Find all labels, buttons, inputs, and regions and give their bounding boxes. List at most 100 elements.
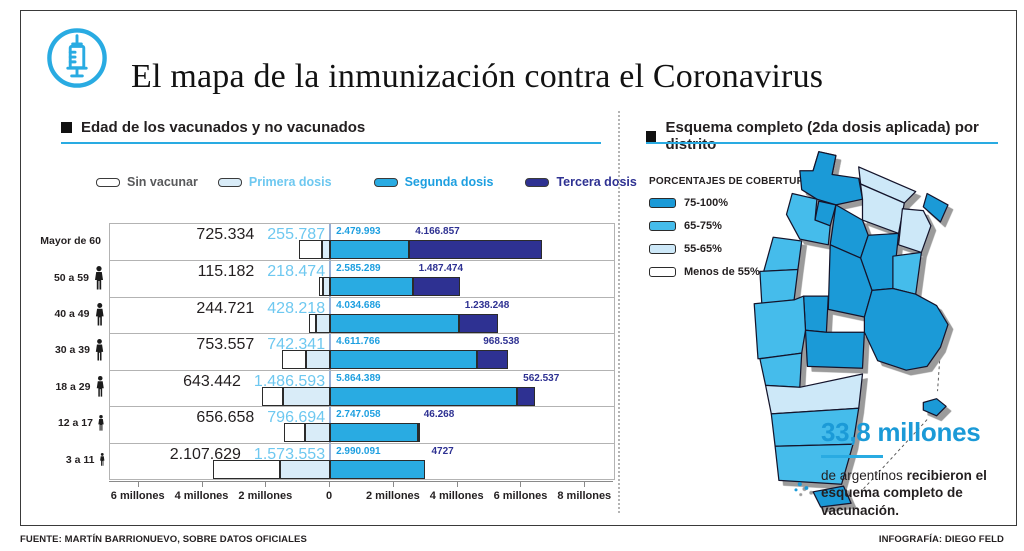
value-label: 4727	[431, 445, 454, 457]
bar-row: 656.658 796.694 2.747.058 46.268	[110, 406, 614, 443]
syringe-icon	[47, 28, 107, 88]
axis-tick	[265, 482, 267, 487]
map-legend-swatch	[649, 198, 676, 208]
axis-tick	[329, 482, 331, 487]
province-san-luis	[802, 295, 829, 333]
axis-tick-label: 6 millones	[110, 490, 165, 502]
value-label: 562.537	[523, 372, 560, 384]
argentina-map	[753, 151, 949, 508]
value-label: 725.334	[196, 226, 255, 243]
legend-swatch	[217, 177, 242, 187]
category-label: 40 a 49	[54, 308, 90, 321]
category-label: 50 a 59	[53, 271, 89, 284]
person-icon	[95, 339, 104, 362]
map-legend-label: Menos de 55%	[684, 266, 760, 278]
bar-chart-legend: Sin vacunar Primera dosis Segunda dosis Ter…	[96, 175, 637, 189]
map-legend-swatch	[649, 221, 676, 231]
bar-segment-sin-vacunar	[298, 240, 322, 259]
value-label: 753.557	[196, 336, 255, 354]
legend-label: Primera dosis	[248, 175, 332, 189]
legend-item-primera-dosis: Primera dosis	[217, 175, 332, 189]
axis-tick	[584, 482, 586, 487]
province-misiones	[922, 192, 949, 223]
map-legend-item: Menos de 55%	[649, 266, 760, 278]
bar-segment-sin-vacunar	[212, 459, 280, 479]
person-icon	[99, 453, 104, 466]
callout-headline: 33,8 millones	[821, 417, 981, 447]
value-label: 796.694	[267, 409, 326, 427]
value-label: 5.864.389	[336, 372, 381, 384]
category-label: 18 a 29	[55, 380, 91, 393]
bar-segment-sin-vacunar	[282, 350, 307, 370]
bar-left-labels: 2.107.629 1.573.553	[170, 446, 325, 464]
province-buenos-aires	[863, 287, 949, 371]
province-entre-rios	[892, 251, 923, 295]
category-column: Mayor de 60 50 a 59 40 a 49 30 a 39 18 a 29 1…	[40, 223, 105, 478]
axis-tick-label: 0	[326, 490, 333, 502]
legend-label: Segunda dosis	[404, 175, 494, 189]
left-section-title: Edad de los vacunados y no vacunados	[81, 119, 366, 136]
right-section-header: Esquema completo (2da dosis aplicada) po…	[646, 119, 1016, 153]
bar-left-labels: 725.334 255.787	[196, 226, 325, 244]
province-catamarca	[785, 192, 831, 246]
category-row: 12 a 17	[43, 405, 105, 441]
province-la-rioja	[763, 236, 803, 273]
category-label: Mayor de 60	[40, 235, 101, 248]
category-row: Mayor de 60	[40, 223, 105, 259]
value-label: 4.166.857	[415, 226, 460, 237]
bar-segment-primera-dosis	[316, 313, 331, 333]
province-san-juan	[759, 268, 799, 305]
footer-credit: INFOGRAFÍA: DIEGO FELD	[878, 534, 1004, 545]
bar-segment-segunda-dosis	[330, 277, 413, 297]
bar-segment-tercera-dosis	[517, 386, 536, 406]
value-label: 218.474	[267, 263, 326, 281]
bar-segment-sin-vacunar	[262, 386, 283, 406]
axis-tick-label: 2 millones	[365, 490, 420, 502]
value-label: 2.107.629	[169, 445, 241, 463]
left-section-header: Edad de los vacunados y no vacunados	[61, 119, 365, 136]
axis-tick-label: 4 millones	[174, 490, 229, 502]
bar-segment-sin-vacunar	[283, 423, 305, 443]
bar-segment-tercera-dosis	[458, 313, 499, 333]
maritime-dashed-line	[862, 349, 941, 491]
bar-left-labels: 244.721 428.218	[196, 300, 325, 318]
value-label: 4.034.686	[336, 299, 381, 311]
bar-row: 753.557 742.341 4.611.766 968.538	[110, 333, 614, 370]
province-islas-malvinas	[922, 398, 947, 417]
province-chaco	[859, 183, 905, 235]
category-label: 12 a 17	[57, 417, 93, 430]
legend-swatch	[96, 177, 120, 187]
age-bar-chart: Mayor de 60 50 a 59 40 a 49 30 a 39 18 a 29 1…	[40, 223, 623, 525]
bar-segment-sin-vacunar	[319, 277, 324, 297]
map-legend-title: PORCENTAJES DE COBERTURA	[649, 176, 812, 187]
callout-rule	[821, 455, 883, 458]
section-bullet-icon	[61, 122, 72, 133]
bar-segment-segunda-dosis	[330, 350, 478, 370]
value-label: 4.611.766	[336, 336, 381, 348]
legend-label: Sin vacunar	[127, 175, 198, 189]
bar-row: 244.721 428.218 4.034.686 1.238.248	[110, 296, 614, 334]
map-legend-item: 75-100%	[649, 197, 760, 209]
province-salta	[799, 151, 864, 206]
value-label: 255.787	[267, 226, 326, 243]
value-label: 115.182	[197, 263, 255, 281]
bar-segment-segunda-dosis	[330, 313, 459, 333]
province-la-pampa	[804, 329, 866, 369]
bar-segment-segunda-dosis	[330, 423, 418, 443]
value-label: 643.442	[183, 372, 241, 390]
bar-segment-segunda-dosis	[330, 240, 410, 259]
bar-segment-sin-vacunar	[308, 313, 317, 333]
bar-segment-tercera-dosis	[412, 277, 460, 297]
person-icon	[96, 376, 104, 397]
infographic-frame: El mapa de la inmunización contra el Cor…	[20, 10, 1017, 526]
axis-tick	[392, 482, 394, 487]
province-santa-cruz	[774, 443, 854, 485]
value-label: 2.747.058	[336, 409, 381, 421]
bar-chart-plot-area: 725.334 255.787 2.479.993 4.166.857 115.182 2…	[109, 223, 615, 480]
legend-swatch	[525, 177, 550, 187]
axis-tick	[520, 482, 522, 487]
value-label: 742.341	[267, 336, 326, 354]
axis-tick	[137, 482, 139, 487]
value-label: 2.990.091	[336, 445, 381, 457]
bar-segment-tercera-dosis	[417, 423, 420, 443]
